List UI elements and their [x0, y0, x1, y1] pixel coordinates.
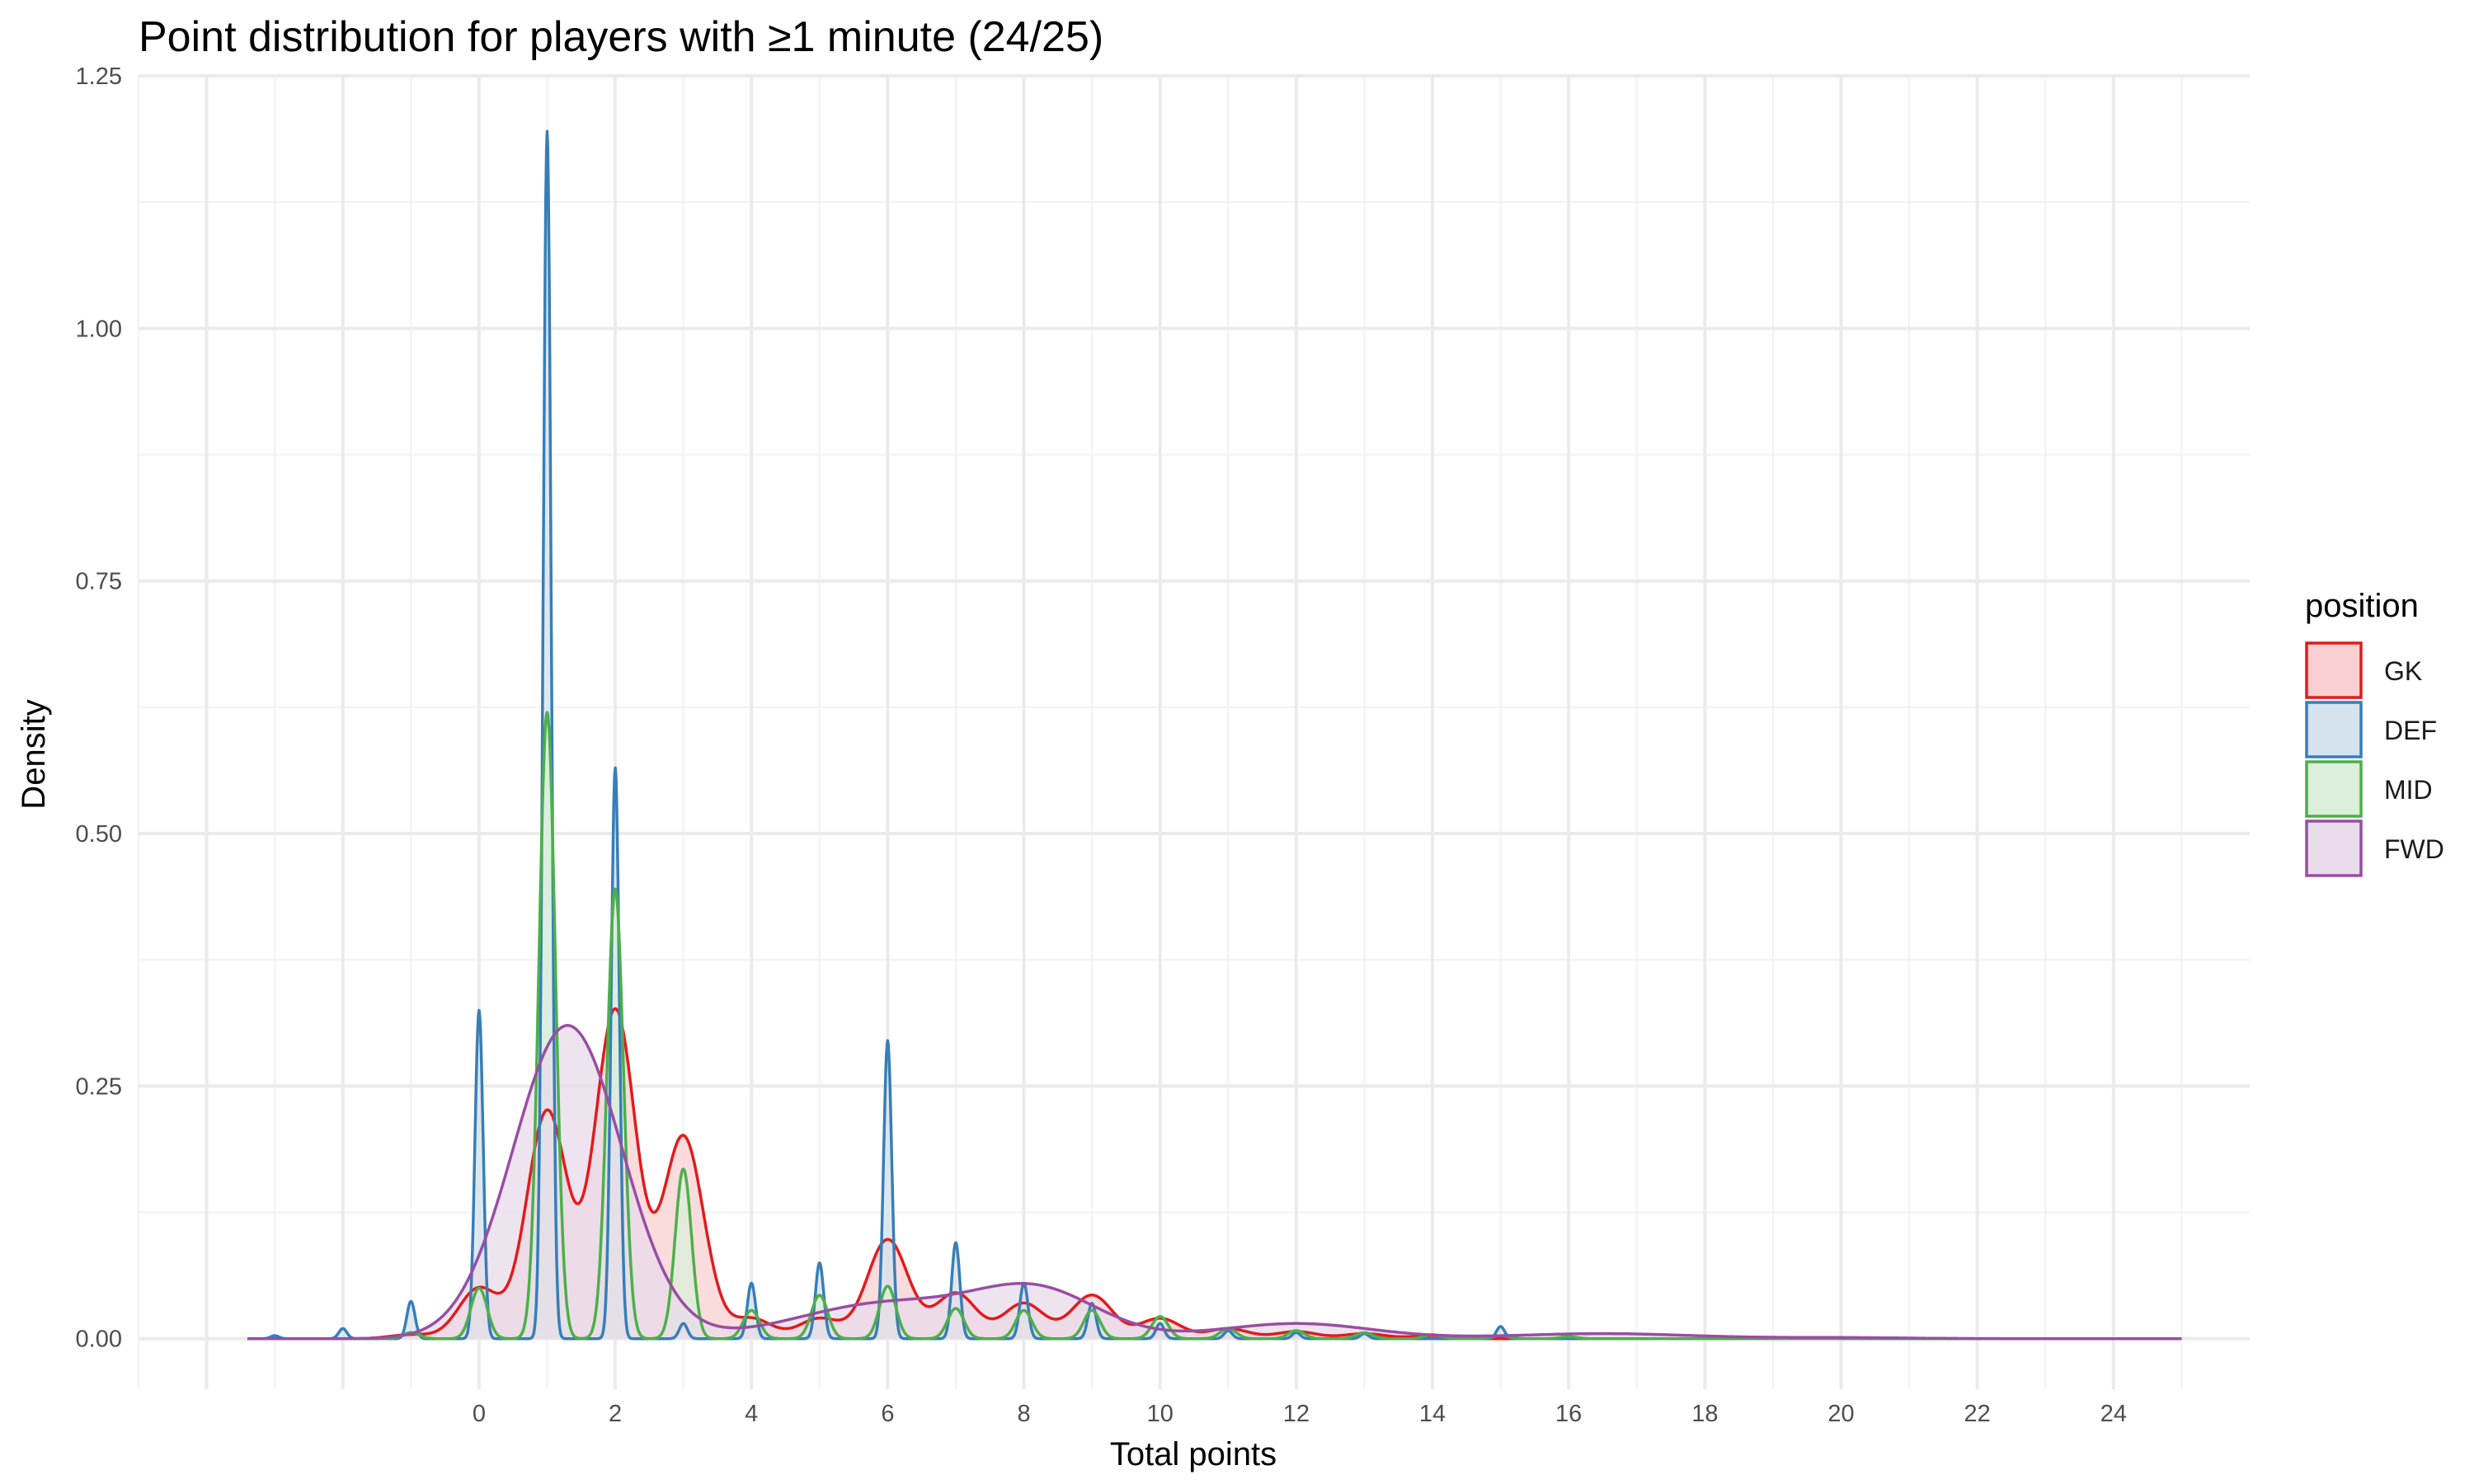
legend: position GK DEF MID FWD — [2305, 588, 2444, 877]
y-axis-title: Density — [16, 699, 52, 809]
x-tick-label: 10 — [1147, 1401, 1174, 1427]
y-tick-label: 1.25 — [76, 63, 122, 90]
grid-lines — [138, 74, 2250, 1389]
area-gk — [247, 1008, 2182, 1339]
x-tick-label: 16 — [1555, 1401, 1582, 1427]
density-lines — [247, 129, 2183, 1341]
x-tick-label: 14 — [1419, 1401, 1446, 1427]
y-tick-label: 0.75 — [76, 569, 122, 595]
line-fwd — [247, 1024, 2183, 1341]
x-tick-label: 6 — [881, 1401, 894, 1427]
x-tick-label: 8 — [1017, 1401, 1030, 1427]
legend-key-def — [2305, 701, 2363, 758]
x-tick-label: 18 — [1691, 1401, 1718, 1427]
density-areas — [247, 131, 2182, 1339]
y-tick-labels: 0.00 0.25 0.50 0.75 1.00 1.25 — [76, 63, 122, 1353]
x-tick-label: 22 — [1964, 1401, 1991, 1427]
x-tick-label: 0 — [473, 1401, 486, 1427]
y-tick-label: 0.50 — [76, 821, 122, 848]
legend-label-gk: GK — [2384, 656, 2422, 686]
x-axis-title: Total points — [1110, 1436, 1277, 1472]
x-tick-label: 4 — [745, 1401, 758, 1427]
y-tick-label: 0.00 — [76, 1327, 122, 1353]
y-tick-label: 0.25 — [76, 1073, 122, 1100]
legend-key-gk — [2305, 641, 2363, 699]
chart-title: Point distribution for players with ≥1 m… — [139, 13, 1103, 61]
x-tick-label: 2 — [609, 1401, 622, 1427]
x-tick-label: 12 — [1283, 1401, 1310, 1427]
y-tick-label: 1.00 — [76, 316, 122, 342]
x-tick-label: 20 — [1827, 1401, 1854, 1427]
legend-key-fwd — [2305, 819, 2363, 877]
x-tick-labels: 0 2 4 6 8 10 12 14 16 18 20 22 24 — [473, 1401, 2127, 1427]
legend-title: position — [2305, 588, 2419, 624]
legend-label-mid: MID — [2384, 775, 2433, 805]
legend-label-def: DEF — [2384, 716, 2437, 745]
x-tick-label: 24 — [2100, 1401, 2127, 1427]
legend-label-fwd: FWD — [2384, 834, 2444, 864]
legend-key-mid — [2305, 760, 2363, 818]
